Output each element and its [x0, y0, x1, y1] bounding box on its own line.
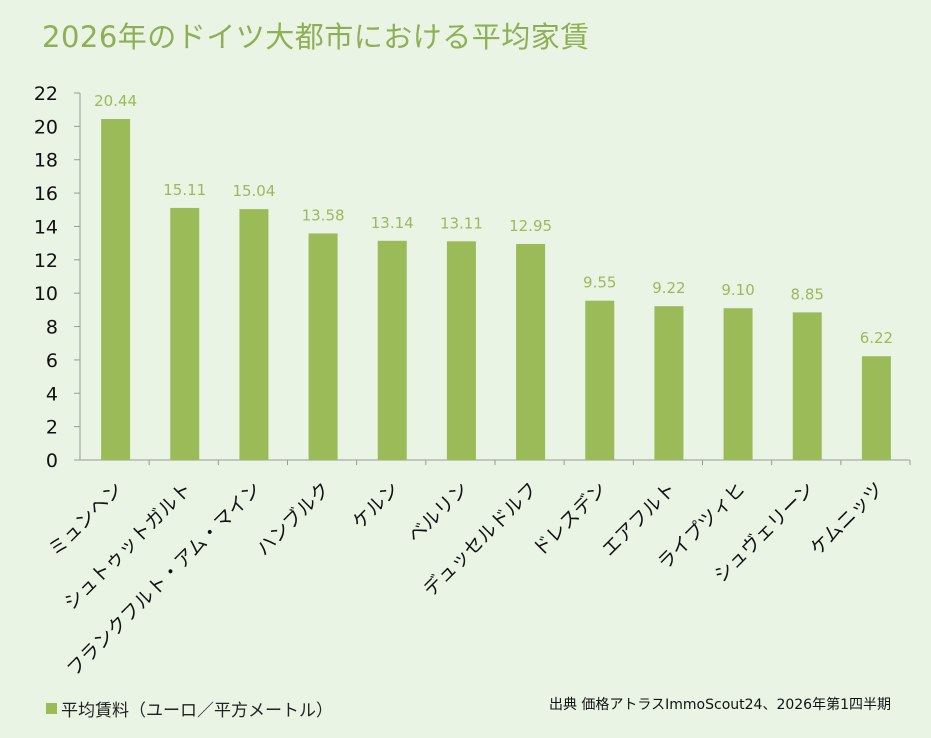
data-label: 20.44: [94, 92, 137, 110]
y-tick-label: 18: [34, 150, 58, 172]
data-label: 6.22: [860, 329, 893, 347]
data-label: 13.14: [371, 214, 414, 232]
data-label: 9.22: [652, 279, 685, 297]
bar: [101, 119, 131, 461]
chart-title: 2026年のドイツ大都市における平均家賃: [42, 20, 590, 54]
bar: [239, 209, 269, 460]
y-tick-label: 6: [46, 350, 58, 372]
bar: [308, 233, 338, 460]
y-tick-label: 10: [34, 283, 58, 305]
y-tick-label: 8: [46, 317, 58, 339]
data-label: 15.04: [232, 182, 275, 200]
y-tick-label: 2: [46, 417, 58, 439]
bar: [170, 207, 200, 460]
bar: [654, 306, 684, 460]
x-tick-label: デュッセルドルフ: [419, 478, 542, 601]
data-label: 13.11: [440, 214, 483, 232]
legend-label: 平均賃料（ユーロ／平方メートル）: [61, 701, 333, 721]
y-tick-label: 14: [34, 216, 58, 238]
bar: [723, 308, 753, 460]
y-tick-label: 4: [46, 383, 58, 405]
bar: [516, 243, 546, 460]
x-tick-label: シュトゥットガルト: [60, 478, 196, 614]
legend: 平均賃料（ユーロ／平方メートル）: [46, 696, 333, 721]
bar: [792, 312, 822, 460]
legend-swatch: [46, 703, 57, 714]
x-tick-label: ケルン: [348, 478, 404, 534]
data-label: 9.10: [721, 281, 754, 299]
y-tick-label: 16: [34, 183, 58, 205]
y-tick-label: 20: [34, 116, 58, 138]
data-label: 9.55: [583, 274, 616, 292]
y-tick-label: 22: [34, 83, 58, 105]
source-note: 出典 価格アトラスImmoScout24、2026年第1四半期: [548, 697, 891, 713]
y-tick-label: 0: [46, 450, 58, 472]
data-label: 12.95: [509, 217, 552, 235]
x-tick-label: ドレスデン: [529, 478, 612, 561]
data-label: 13.58: [302, 206, 345, 224]
bar: [377, 240, 407, 460]
data-label: 15.11: [163, 181, 206, 199]
x-tick-label: ベルリン: [404, 478, 473, 547]
bar: [446, 241, 476, 460]
bar: [861, 356, 891, 460]
data-label: 8.85: [791, 285, 824, 303]
bar: [585, 300, 615, 460]
y-tick-label: 12: [34, 250, 58, 272]
x-tick-label: ハンブルク: [252, 477, 335, 560]
x-tick-label: ケムニッツ: [806, 478, 888, 560]
